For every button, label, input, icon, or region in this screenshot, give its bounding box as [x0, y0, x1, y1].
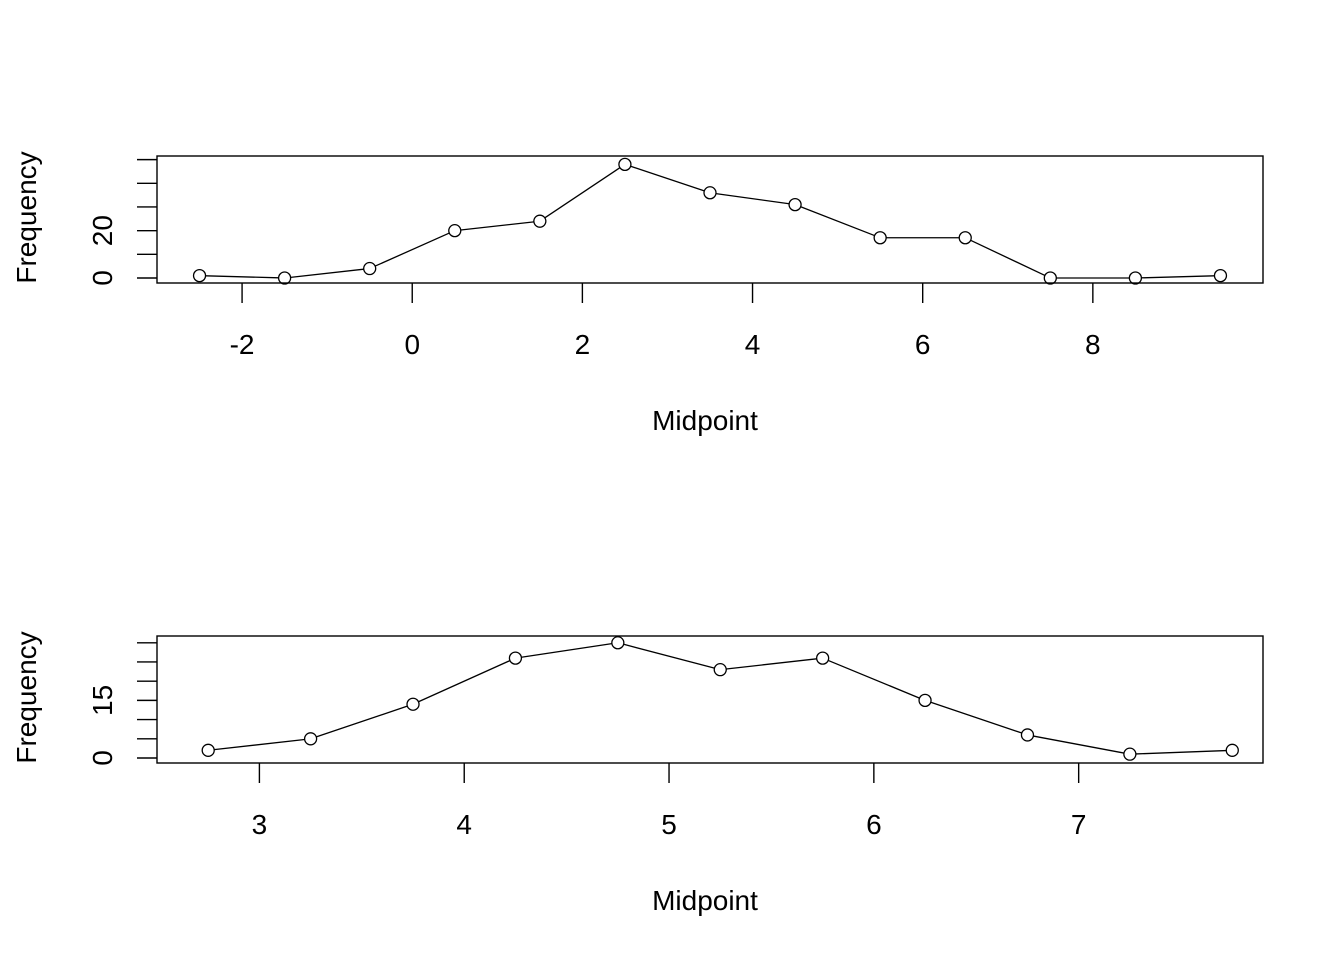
data-point [1043, 271, 1057, 285]
data-point [1123, 747, 1137, 761]
data-point [815, 651, 830, 665]
chart-panel-top: -2 0 2 4 6 8 0 20 Midpoint Frequency [11, 151, 1264, 436]
x-tick-label: 6 [866, 809, 882, 840]
series-segment [1033, 735, 1125, 754]
series-segment [460, 221, 534, 231]
series-segment [630, 165, 705, 192]
y-axis-label: Frequency [11, 151, 42, 283]
y-axis-label: Frequency [11, 631, 42, 763]
x-axis-label: Midpoint [652, 885, 758, 916]
data-point [703, 186, 717, 200]
y-tick-label: 15 [87, 685, 118, 716]
x-tick-label: 7 [1071, 809, 1087, 840]
series-segment [214, 738, 305, 751]
series-segment [827, 659, 920, 699]
plot-frame [156, 155, 1264, 284]
series-segment [521, 643, 612, 658]
data-point [1020, 728, 1035, 742]
series-segment [205, 275, 279, 279]
data-point [363, 261, 377, 276]
series-line [214, 643, 1227, 755]
x-tick-label: 2 [575, 329, 591, 360]
data-point [201, 743, 215, 757]
data-point [713, 663, 727, 677]
x-tick-label: 0 [404, 329, 420, 360]
data-point [303, 732, 318, 746]
chart-panel-bottom: 3 4 5 6 7 0 15 Midpoint Frequency [11, 631, 1264, 916]
series-segment [726, 658, 817, 670]
series-segment [290, 268, 364, 278]
data-point [611, 636, 625, 650]
x-tick-label: -2 [230, 329, 255, 360]
data-point [192, 268, 207, 283]
series-segment [715, 192, 790, 205]
series-segment [930, 701, 1022, 734]
data-point [918, 693, 932, 708]
series-segment [316, 705, 408, 738]
data-point [533, 214, 547, 228]
data-point [406, 697, 420, 711]
x-axis-label: Midpoint [652, 405, 758, 436]
y-tick-label: 0 [87, 750, 118, 766]
x-tick-label: 3 [252, 809, 268, 840]
series-segment [1135, 749, 1227, 755]
data-point [958, 231, 972, 245]
x-tick-label: 4 [456, 809, 472, 840]
series-segment [374, 232, 450, 267]
x-tick-label: 8 [1085, 329, 1101, 360]
plot-frame [156, 635, 1264, 764]
data-point [1213, 268, 1228, 283]
data-point [508, 651, 523, 665]
data-point [618, 157, 632, 172]
y-tick-label: 20 [87, 215, 118, 246]
x-tick-label: 6 [915, 329, 931, 360]
series-segment [623, 643, 715, 669]
y-tick-label: 0 [87, 270, 118, 286]
x-tick-label: 4 [745, 329, 761, 360]
data-point [1128, 271, 1143, 285]
data-point [788, 197, 802, 212]
data-point [448, 224, 462, 238]
data-point [1225, 743, 1239, 757]
series-line [205, 165, 1215, 279]
x-tick-label: 5 [661, 809, 677, 840]
series-segment [800, 206, 875, 237]
data-point [277, 271, 292, 285]
data-point [873, 231, 887, 245]
series-segment [1141, 275, 1215, 279]
series-segment [544, 167, 621, 219]
series-segment [970, 239, 1046, 277]
series-segment [418, 660, 511, 703]
